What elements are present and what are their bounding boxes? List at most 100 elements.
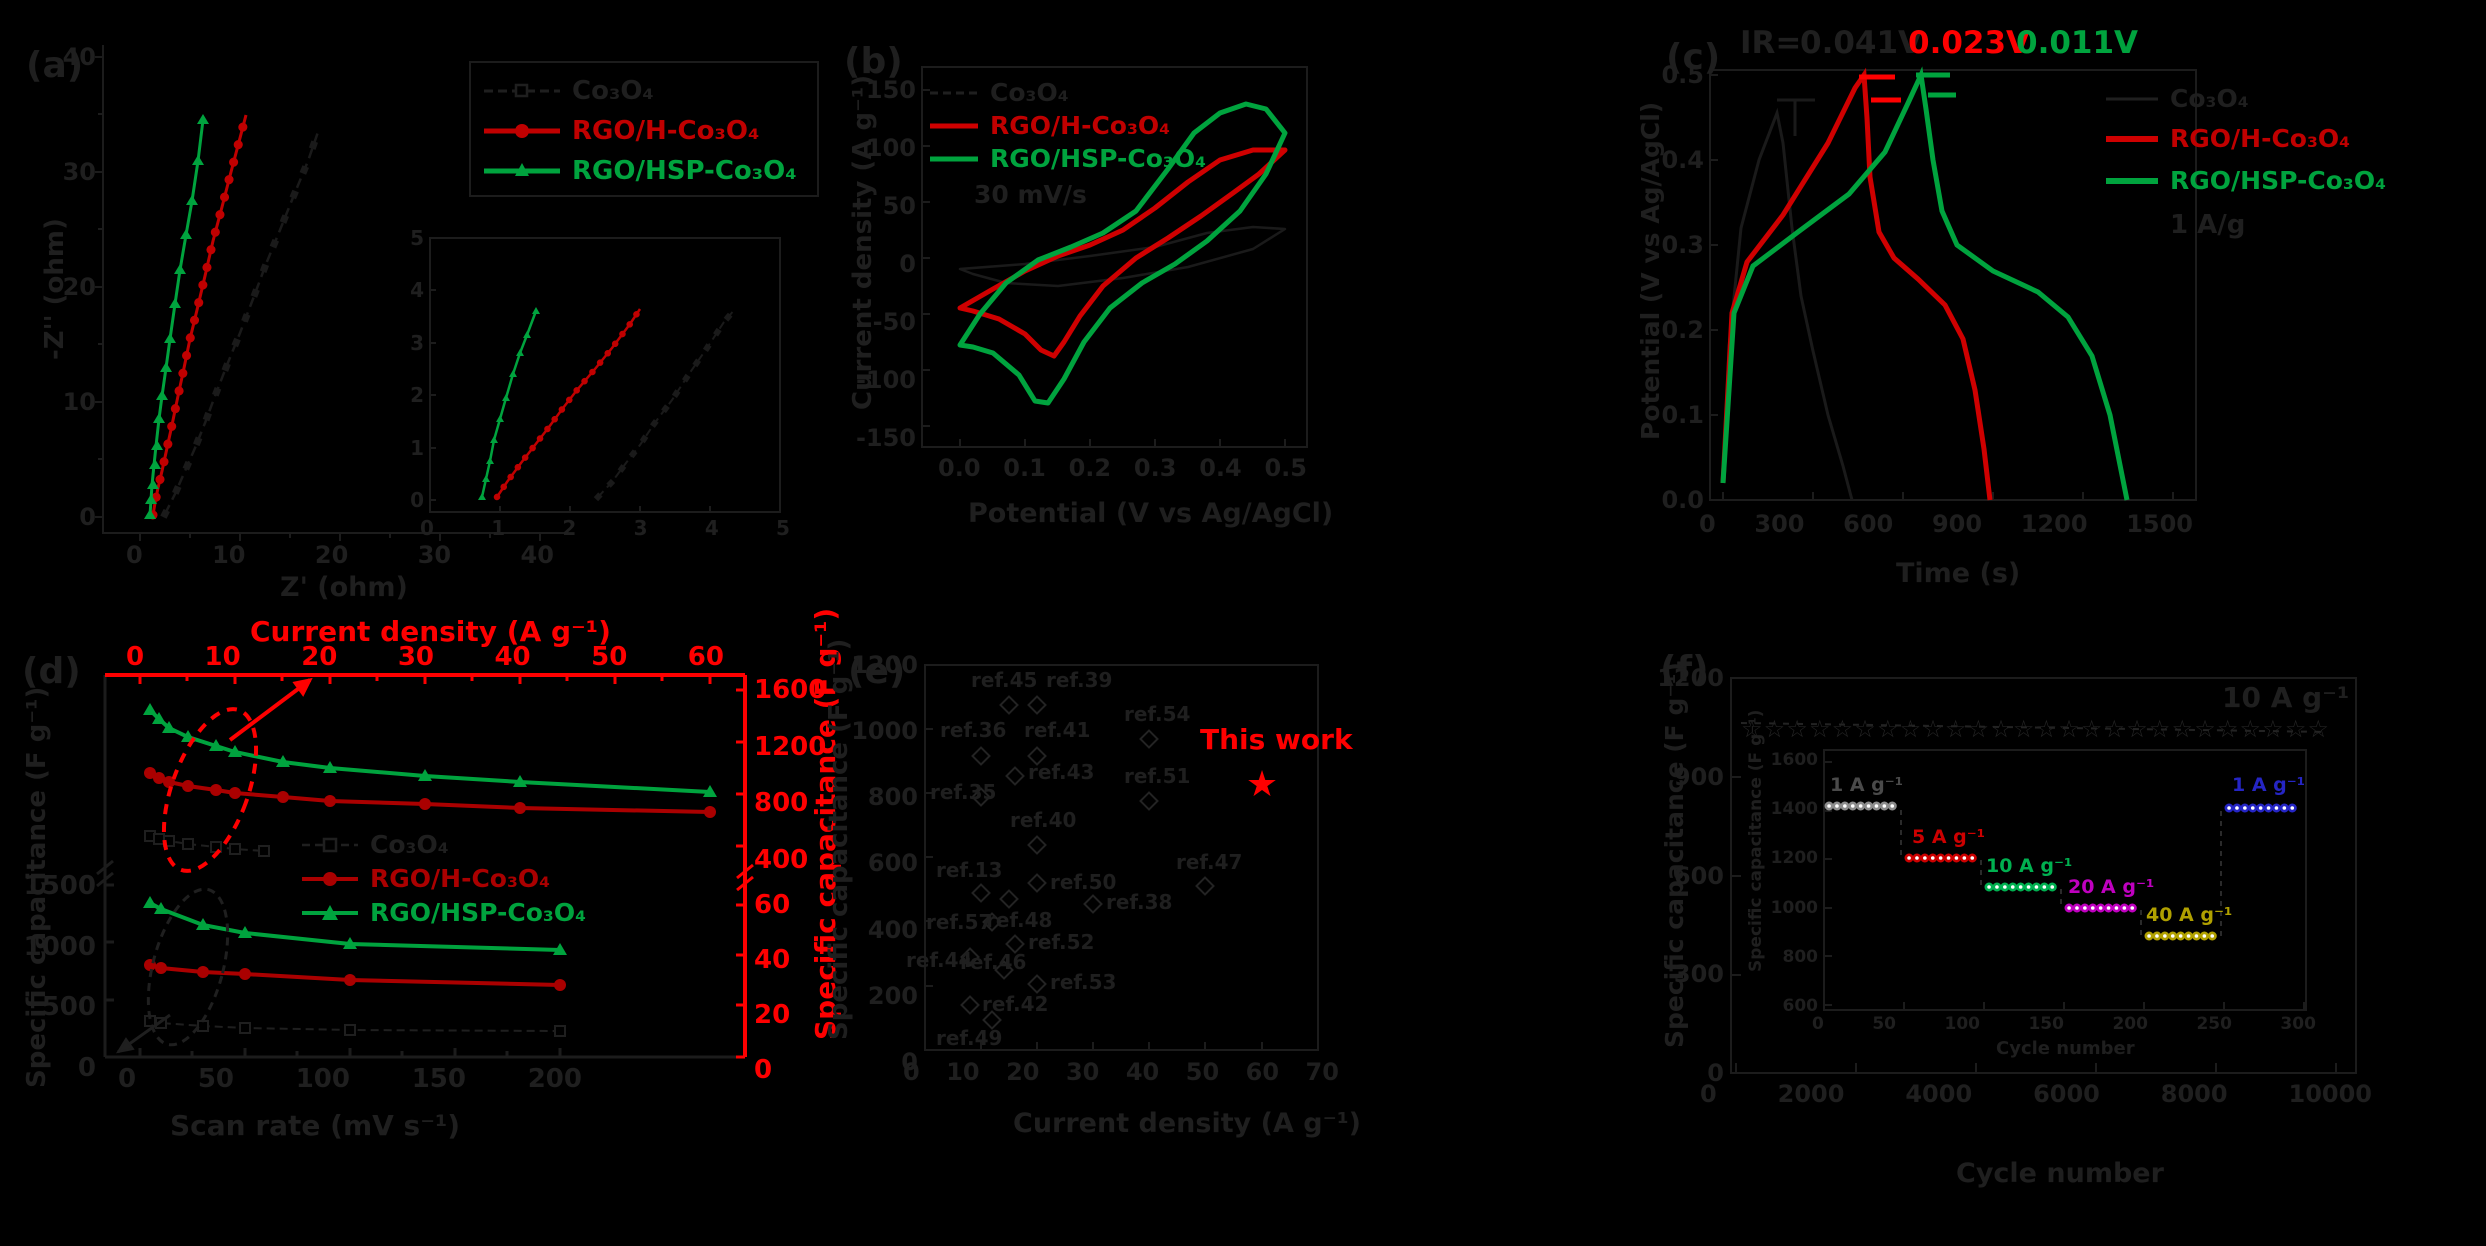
tick-label: 200	[527, 1064, 582, 1094]
b-legend-rgo-hsp: RGO/HSP-Co₃O₄	[930, 144, 1207, 173]
tick-label: 1500	[23, 871, 96, 901]
panel-f: ☆☆☆☆☆☆☆☆☆☆☆☆☆☆☆☆☆☆☆☆☆☆☆☆☆☆ (f	[1656, 620, 2486, 1246]
tick-label: 300	[1754, 510, 1805, 538]
tick-label: 1000	[851, 717, 918, 746]
c-gcd-rgo-hsp	[1720, 66, 2130, 501]
e-ref-label: ref.39	[1046, 668, 1113, 692]
c-ir-prefix: IR=	[1740, 25, 1802, 61]
tick-label: 300	[2280, 1014, 2316, 1034]
e-ref-label: ref.40	[1010, 808, 1077, 832]
panel-c-label: (c)	[1666, 37, 1721, 78]
tick-label: 0	[1812, 1014, 1824, 1034]
d-top-ticks: 0 10 20 30 40 50 60	[126, 644, 724, 670]
f-inset-rate-label-5a: 5 A g⁻¹	[1912, 826, 1986, 848]
e-ref-label: ref.36	[940, 718, 1007, 742]
panel-e: ★ (e) Specific capacitance (F g⁻¹) Curre…	[824, 620, 1656, 1246]
c-gcd-rgo-h	[1720, 67, 1993, 501]
tick-label: 20	[62, 273, 96, 301]
tick-label: 50	[1185, 1058, 1220, 1086]
tick-label: 800	[867, 783, 918, 812]
tick-label: 0	[77, 1052, 96, 1083]
tick-label: 0	[899, 250, 916, 278]
a-x-ticks: 0 10 20 30 40	[126, 543, 554, 567]
f-inset-y-ticks: 1600 1400 1200 1000 800 600	[1766, 752, 1818, 1015]
c-y-axis-title: Potential (V vs Ag/AgCl)	[1636, 101, 1665, 440]
tick-label: 0.3	[1133, 454, 1177, 482]
d-highlight-ellipse-black	[115, 887, 230, 1054]
tick-label: 8000	[2160, 1080, 2228, 1108]
f-inset-rate-label-20a: 20 A g⁻¹	[2068, 876, 2155, 898]
panel-f-plot: ☆☆☆☆☆☆☆☆☆☆☆☆☆☆☆☆☆☆☆☆☆☆☆☆☆☆	[1730, 677, 2357, 1074]
d-left-ticks: 1500 1000 500 0	[24, 873, 96, 1083]
tick-label: 70	[1305, 1058, 1339, 1086]
tick-label: 800	[1782, 946, 1819, 967]
tick-label: 1200	[754, 731, 827, 762]
tick-label: 1400	[1770, 799, 1818, 820]
svg-text:★: ★	[1246, 764, 1278, 805]
e-ref-label: ref.45	[971, 668, 1038, 692]
tick-label: 300	[1673, 960, 1724, 989]
a-y-ticks: 40 30 20 10 0	[58, 45, 96, 529]
tick-label: 0	[1707, 1059, 1724, 1087]
tick-label: 30	[62, 158, 96, 186]
tick-label: 0	[420, 516, 434, 540]
e-ref-diamonds	[960, 695, 1215, 1030]
c-legend-rgo-h: RGO/H-Co₃O₄	[2106, 124, 2351, 153]
tick-label: 0.1	[1003, 454, 1046, 482]
c-axes	[1709, 69, 2197, 501]
tick-label: 3	[410, 330, 424, 355]
c-legend-co3o4: Co₃O₄	[2106, 84, 2249, 113]
tick-label: 1200	[851, 651, 918, 679]
e-ref-label: ref.50	[1050, 870, 1117, 894]
tick-label: 30	[417, 541, 452, 569]
d-right-lower-ticks: 60 40 20 0	[754, 892, 814, 1083]
e-ref-label: ref.41	[1024, 718, 1091, 742]
tick-label: 250	[2196, 1014, 2232, 1034]
panel-b-label: (b)	[844, 41, 903, 82]
f-inset-x-ticks: 0 50 100 150 200 250 300	[1812, 1016, 2316, 1033]
tick-label: 0	[903, 1058, 920, 1086]
e-ref-label: ref.47	[1176, 850, 1243, 874]
f-inset-rate-label-10a: 10 A g⁻¹	[1986, 855, 2073, 877]
b-scan-rate-annotation: 30 mV/s	[974, 180, 1087, 209]
c-legend-rgo-hsp: RGO/HSP-Co₃O₄	[2106, 166, 2387, 195]
tick-label: 50	[882, 192, 916, 220]
a-x-axis-title: Z' (ohm)	[280, 572, 408, 603]
e-x-ticks: 0 10 20 30 40 50 60 70	[903, 1060, 1339, 1084]
f-rate-annotation: 10 A g⁻¹	[2222, 681, 2350, 714]
d-legend-co3o4: Co₃O₄	[300, 832, 449, 857]
d-highlight-ellipse-red	[161, 677, 313, 873]
b-cv-rgo-h	[957, 147, 1288, 359]
e-this-work-label: This work	[1200, 723, 1353, 756]
tick-label: 4	[410, 278, 424, 303]
tick-label: 10	[62, 388, 96, 416]
tick-label: 150	[411, 1064, 466, 1094]
tick-label: 1600	[754, 675, 827, 705]
panel-f-label: (f)	[1660, 649, 1709, 690]
e-ref-label: ref.42	[982, 992, 1049, 1016]
panel-d-plot	[96, 673, 754, 1059]
tick-label: 100	[1944, 1014, 1980, 1034]
panel-a: (a) -Z'' (ohm) Z' (ohm) 40 30 20 10 0 0 10 20 3…	[0, 0, 828, 620]
f-inset-connectors	[1900, 810, 2222, 936]
c-x-axis-title: Time (s)	[1896, 558, 2021, 589]
tick-label: 0.5	[1661, 61, 1704, 89]
tick-label: 1600	[1770, 750, 1818, 770]
d-bottom-ticks: 0 50 100 150 200	[118, 1066, 582, 1092]
tick-label: 0	[1700, 1080, 1717, 1108]
a-series-co3o4	[160, 127, 323, 519]
a-series-rgo-hsp	[144, 114, 209, 519]
tick-label: 50	[1872, 1014, 1896, 1034]
tick-label: 30	[397, 642, 435, 672]
b-cv-rgo-hsp	[957, 101, 1288, 406]
c-ir-value-rgo-hsp: 0.011V	[2016, 25, 2139, 61]
tick-label: 0.4	[1199, 454, 1242, 482]
tick-label: 0	[79, 503, 96, 531]
tick-label: 40	[494, 642, 531, 672]
tick-label: 40	[1125, 1058, 1160, 1086]
tick-label: 0.2	[1661, 316, 1704, 344]
c-ir-value-rgo-h: 0.023V	[1908, 25, 2031, 61]
panel-a-label: (a)	[26, 45, 84, 86]
tick-label: 10	[946, 1058, 980, 1086]
d-axes	[96, 673, 754, 1059]
